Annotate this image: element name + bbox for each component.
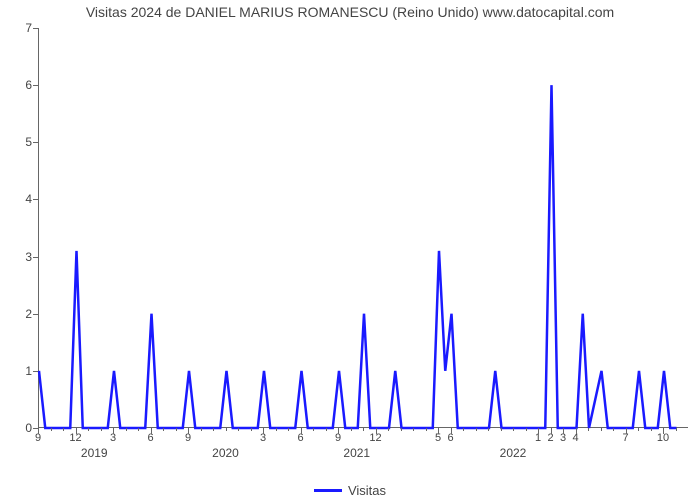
x-minor-tick-mark bbox=[63, 428, 64, 431]
x-group-label: 2019 bbox=[81, 446, 108, 460]
x-tick-mark bbox=[451, 428, 452, 434]
x-minor-tick-mark bbox=[651, 428, 652, 431]
x-minor-tick-mark bbox=[326, 428, 327, 431]
x-minor-tick-mark bbox=[388, 428, 389, 431]
x-minor-tick-mark bbox=[138, 428, 139, 431]
x-tick-mark bbox=[663, 428, 664, 434]
y-tick-label: 0 bbox=[0, 421, 32, 435]
y-tick-label: 7 bbox=[0, 21, 32, 35]
y-tick-label: 3 bbox=[0, 250, 32, 264]
y-tick-mark bbox=[33, 371, 38, 372]
x-minor-tick-mark bbox=[288, 428, 289, 431]
line-series bbox=[39, 28, 689, 428]
x-tick-mark bbox=[338, 428, 339, 434]
x-group-label: 2021 bbox=[343, 446, 370, 460]
x-minor-tick-mark bbox=[238, 428, 239, 431]
x-minor-tick-mark bbox=[163, 428, 164, 431]
x-minor-tick-mark bbox=[488, 428, 489, 431]
x-minor-tick-mark bbox=[176, 428, 177, 431]
y-tick-label: 1 bbox=[0, 364, 32, 378]
x-tick-mark bbox=[538, 428, 539, 434]
x-tick-mark bbox=[438, 428, 439, 434]
x-minor-tick-mark bbox=[463, 428, 464, 431]
x-minor-tick-mark bbox=[51, 428, 52, 431]
x-minor-tick-mark bbox=[501, 428, 502, 431]
x-tick-mark bbox=[263, 428, 264, 434]
x-minor-tick-mark bbox=[251, 428, 252, 431]
x-tick-mark bbox=[301, 428, 302, 434]
y-tick-mark bbox=[33, 28, 38, 29]
x-minor-tick-mark bbox=[588, 428, 589, 431]
y-tick-mark bbox=[33, 314, 38, 315]
x-minor-tick-mark bbox=[88, 428, 89, 431]
y-tick-mark bbox=[33, 85, 38, 86]
x-minor-tick-mark bbox=[413, 428, 414, 431]
x-minor-tick-mark bbox=[276, 428, 277, 431]
x-tick-mark bbox=[576, 428, 577, 434]
y-tick-mark bbox=[33, 142, 38, 143]
y-tick-label: 4 bbox=[0, 192, 32, 206]
x-tick-mark bbox=[151, 428, 152, 434]
x-minor-tick-mark bbox=[226, 428, 227, 431]
x-minor-tick-mark bbox=[201, 428, 202, 431]
x-minor-tick-mark bbox=[513, 428, 514, 431]
x-tick-mark bbox=[626, 428, 627, 434]
x-tick-mark bbox=[38, 428, 39, 434]
chart-title: Visitas 2024 de DANIEL MARIUS ROMANESCU … bbox=[0, 4, 700, 20]
legend: Visitas bbox=[0, 482, 700, 498]
x-minor-tick-mark bbox=[401, 428, 402, 431]
legend-swatch bbox=[314, 489, 342, 492]
x-minor-tick-mark bbox=[613, 428, 614, 431]
x-minor-tick-mark bbox=[126, 428, 127, 431]
x-group-label: 2022 bbox=[500, 446, 527, 460]
y-tick-mark bbox=[33, 199, 38, 200]
x-minor-tick-mark bbox=[676, 428, 677, 431]
x-tick-mark bbox=[188, 428, 189, 434]
x-minor-tick-mark bbox=[476, 428, 477, 431]
x-minor-tick-mark bbox=[351, 428, 352, 431]
x-tick-mark bbox=[551, 428, 552, 434]
plot-area bbox=[38, 28, 688, 428]
y-tick-label: 2 bbox=[0, 307, 32, 321]
x-tick-mark bbox=[376, 428, 377, 434]
y-tick-label: 6 bbox=[0, 78, 32, 92]
x-minor-tick-mark bbox=[526, 428, 527, 431]
x-minor-tick-mark bbox=[363, 428, 364, 431]
x-tick-mark bbox=[76, 428, 77, 434]
x-minor-tick-mark bbox=[101, 428, 102, 431]
x-group-label: 2020 bbox=[212, 446, 239, 460]
x-tick-mark bbox=[113, 428, 114, 434]
y-tick-mark bbox=[33, 257, 38, 258]
x-minor-tick-mark bbox=[601, 428, 602, 431]
x-tick-mark bbox=[563, 428, 564, 434]
legend-label: Visitas bbox=[348, 483, 386, 498]
y-tick-label: 5 bbox=[0, 135, 32, 149]
x-minor-tick-mark bbox=[313, 428, 314, 431]
x-minor-tick-mark bbox=[213, 428, 214, 431]
x-minor-tick-mark bbox=[426, 428, 427, 431]
x-minor-tick-mark bbox=[638, 428, 639, 431]
